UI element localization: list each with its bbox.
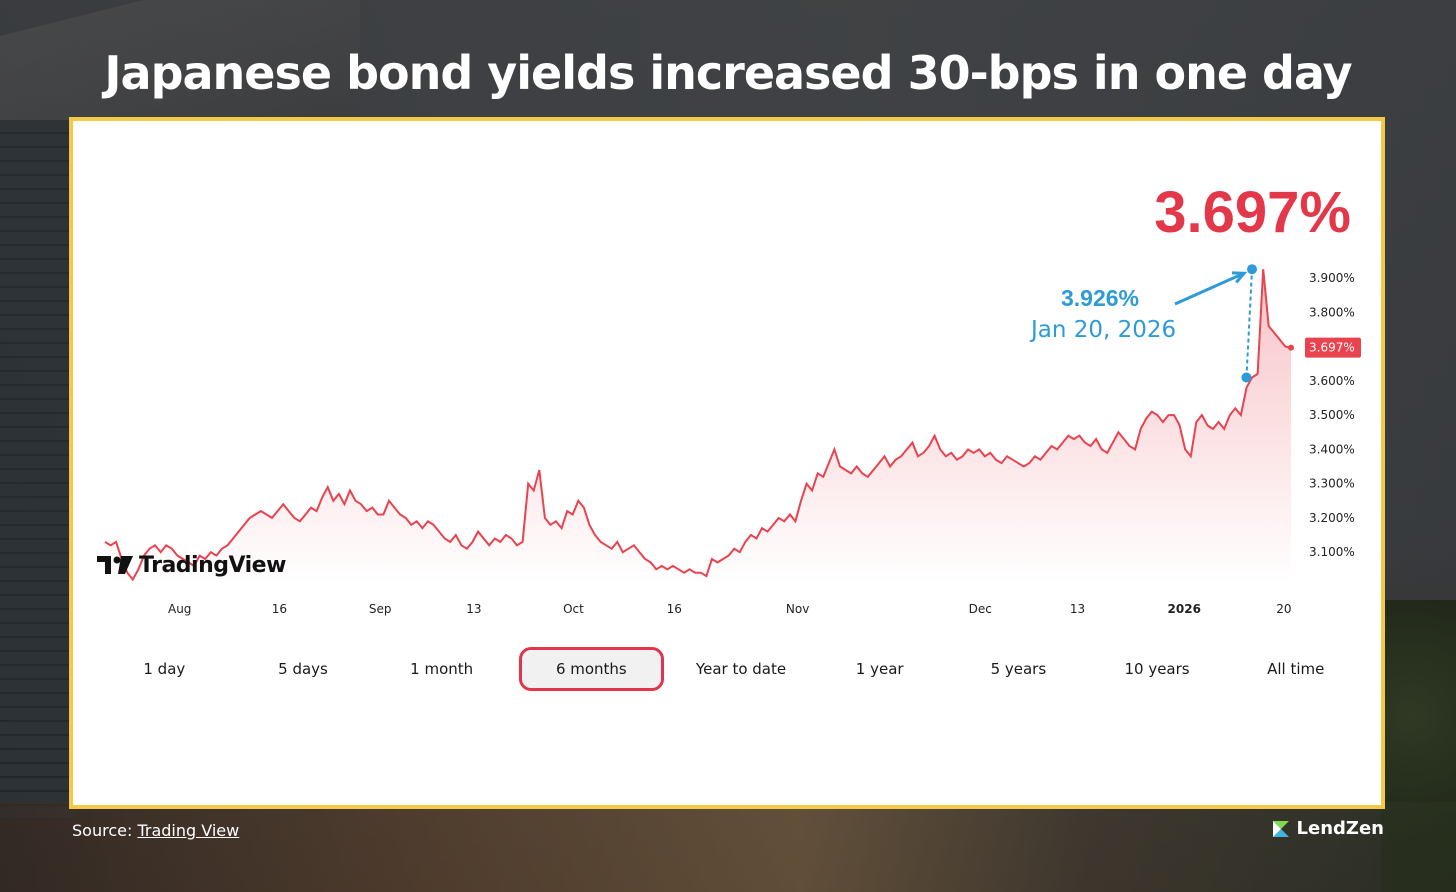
- range-1-month[interactable]: 1 month: [410, 660, 474, 678]
- range-year-to-date[interactable]: Year to date: [695, 660, 787, 678]
- y-tick-label: 3.200%: [1309, 511, 1355, 525]
- y-tick-label: 3.500%: [1309, 408, 1355, 422]
- brand-logo: LendZen: [1271, 818, 1384, 839]
- annotation-yield-value: 3.926%: [1061, 285, 1140, 311]
- y-tick-label: 3.900%: [1309, 271, 1355, 285]
- annotation-arrow-head: [1231, 271, 1248, 284]
- y-tick-label: 3.100%: [1309, 545, 1355, 559]
- y-tick-label: 3.400%: [1309, 442, 1355, 456]
- tradingview-icon: [97, 555, 133, 574]
- source-credit: Source: Trading View: [72, 821, 239, 840]
- x-axis: Aug 16 Sep 13 Oct 16 Nov Dec 13 2026 20: [168, 602, 1292, 616]
- source-link[interactable]: Trading View: [137, 821, 240, 840]
- background-houses: [0, 802, 1456, 892]
- x-tick-label: Sep: [369, 602, 392, 616]
- last-value-dot: [1288, 344, 1294, 351]
- annotation-arrow: [1174, 271, 1245, 306]
- y-tick-label: 3.300%: [1309, 477, 1355, 491]
- annotation-date: Jan 20, 2026: [1031, 317, 1177, 343]
- x-tick-label: Nov: [786, 602, 809, 616]
- last-value-label: 3.697%: [1309, 341, 1355, 355]
- y-tick-label: 3.800%: [1309, 305, 1355, 319]
- x-tick-label: 16: [667, 602, 682, 616]
- range-all-time[interactable]: All time: [1267, 660, 1325, 678]
- last-value-badge: [1305, 337, 1361, 358]
- x-tick-label: 2026: [1168, 602, 1201, 616]
- y-axis: 3.100%3.200%3.300%3.400%3.500%3.600%3.70…: [1288, 271, 1361, 559]
- x-tick-label: Dec: [969, 602, 992, 616]
- x-tick-label: Aug: [168, 602, 191, 616]
- x-tick-label: 13: [1070, 602, 1085, 616]
- lendzen-icon: [1272, 820, 1289, 837]
- chart-card: 3.100%3.200%3.300%3.400%3.500%3.600%3.70…: [69, 117, 1385, 809]
- headline-yield-value: 3.697%: [1154, 180, 1351, 245]
- chart-series-line: [104, 269, 1292, 582]
- chart-svg: 3.100%3.200%3.300%3.400%3.500%3.600%3.70…: [104, 264, 1361, 616]
- source-label: Source:: [72, 821, 133, 840]
- annotation-range-line: [1245, 269, 1254, 378]
- range-6-months[interactable]: 6 months: [519, 647, 664, 691]
- chart-area-fill: [105, 269, 1291, 583]
- x-tick-label: 13: [466, 602, 481, 616]
- range-5-years[interactable]: 5 years: [990, 660, 1047, 678]
- x-tick-label: 16: [272, 602, 287, 616]
- range-5-days[interactable]: 5 days: [278, 660, 328, 678]
- time-range-selector: 1 day 5 days 1 month 6 months Year to da…: [95, 647, 1365, 691]
- y-tick-label: 3.600%: [1309, 374, 1355, 388]
- tradingview-logo: TradingView: [97, 553, 286, 578]
- tradingview-logo-text: TradingView: [139, 553, 286, 578]
- brand-name: LendZen: [1296, 818, 1384, 839]
- page-title: Japanese bond yields increased 30-bps in…: [104, 46, 1352, 100]
- range-1-year[interactable]: 1 year: [855, 660, 904, 678]
- range-10-years[interactable]: 10 years: [1124, 660, 1190, 678]
- background-siding: [0, 120, 75, 820]
- x-tick-label: Oct: [563, 602, 584, 616]
- range-1-day[interactable]: 1 day: [143, 660, 186, 678]
- x-tick-label: 20: [1276, 602, 1291, 616]
- annotation-peak-dot: [1247, 264, 1258, 275]
- annotation-layer: [1174, 264, 1258, 383]
- annotation-start-dot: [1241, 372, 1252, 383]
